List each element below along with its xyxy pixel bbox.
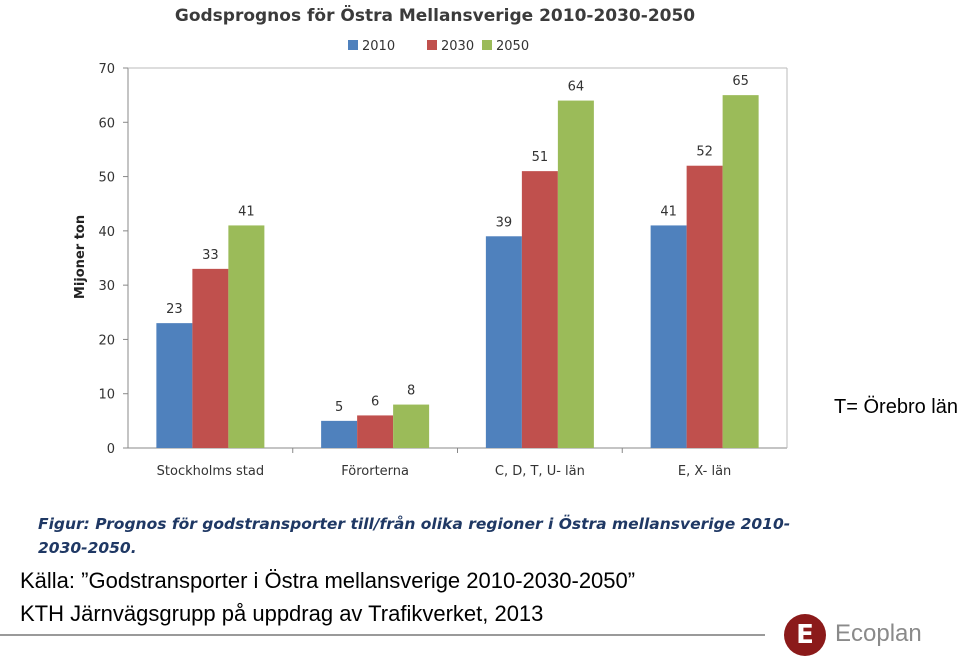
figure-caption: Figur: Prognos för godstransporter till/… [38, 515, 791, 557]
data-label: 52 [696, 145, 713, 160]
y-tick-label: 20 [98, 333, 115, 348]
y-tick-label: 40 [98, 225, 115, 240]
data-label: 64 [568, 80, 585, 95]
data-label: 41 [660, 204, 677, 219]
legend: 2010 2030 2050 [348, 39, 529, 54]
axes: 0 10 20 30 40 50 60 70 Stockholms stad Förorterna… [98, 62, 788, 479]
legend-label: 2050 [496, 39, 529, 54]
data-label: 33 [202, 248, 219, 263]
bar-2010 [321, 420, 358, 448]
data-label: 23 [166, 302, 183, 317]
y-tick-label: 60 [98, 116, 115, 131]
source-credit: KTH Järnvägsgrupp på uppdrag av Trafikve… [20, 601, 544, 626]
data-label: 6 [371, 394, 379, 409]
chart-title: Godsprognos för Östra Mellansverige 2010… [175, 4, 695, 26]
data-label: 41 [238, 204, 255, 219]
divider [0, 634, 765, 636]
legend-swatch [348, 40, 358, 50]
y-tick-label: 0 [107, 442, 115, 457]
data-label: 8 [407, 384, 415, 399]
bar-2010 [156, 323, 193, 448]
legend-swatch [427, 40, 437, 50]
logo-mark: E [784, 614, 826, 656]
x-tick-label: C, D, T, U- län [495, 464, 585, 479]
bar-2010 [650, 225, 687, 448]
bar-2030 [686, 165, 723, 448]
y-tick-label: 70 [98, 62, 115, 77]
legend-label: 2030 [441, 39, 474, 54]
bar-2050 [393, 404, 430, 448]
chart: Godsprognos för Östra Mellansverige 2010… [73, 4, 788, 479]
bar-2030 [521, 171, 558, 448]
logo-name: Ecoplan [835, 620, 922, 647]
data-label: 39 [496, 215, 513, 230]
x-tick-label: Stockholms stad [157, 464, 264, 479]
y-axis-label: Mijoner ton [73, 215, 88, 299]
y-tick-label: 50 [98, 171, 115, 186]
bar-2050 [228, 225, 265, 448]
y-tick-label: 10 [98, 388, 115, 403]
bar-2050 [557, 100, 594, 449]
source-line: Källa: ”Godstransporter i Östra mellansv… [20, 568, 636, 593]
y-tick-label: 30 [98, 279, 115, 294]
data-label: 5 [335, 400, 343, 415]
legend-label: 2010 [362, 39, 395, 54]
data-label: 51 [532, 150, 549, 165]
bar-2010 [485, 236, 522, 448]
bar-2050 [722, 95, 759, 449]
ecoplan-logo: E Ecoplan [780, 612, 960, 662]
bar-2030 [357, 415, 394, 448]
x-tick-label: Förorterna [341, 464, 409, 479]
side-note: T= Örebro län [834, 396, 958, 418]
legend-swatch [482, 40, 492, 50]
x-tick-label: E, X- län [678, 464, 731, 479]
bar-2030 [192, 268, 229, 448]
bars: 23 5 39 41 33 6 51 52 41 8 64 65 [156, 74, 759, 449]
data-label: 65 [732, 74, 749, 89]
